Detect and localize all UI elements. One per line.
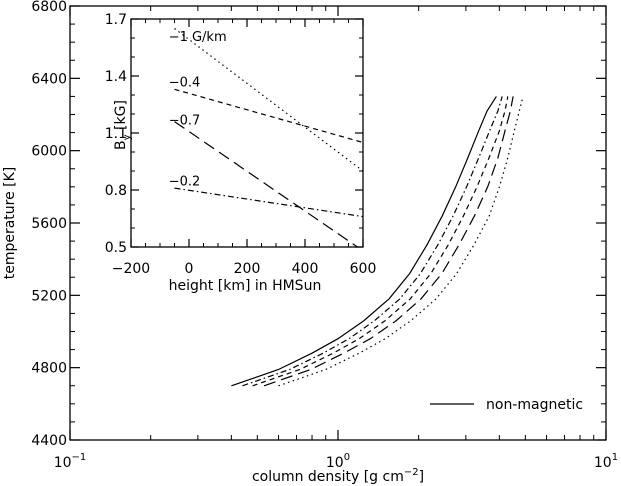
main-x-tick-label: 10−1 bbox=[54, 452, 87, 471]
inset-y-ticks: 0.5 0.8 1.1 1.4 1.7 bbox=[105, 12, 363, 256]
inset-series-group: −1 G/km −0.4 −0.7 −0.2 bbox=[169, 28, 363, 247]
main-x-tick-label: 100 bbox=[326, 452, 350, 471]
main-y-tick-label: 5200 bbox=[31, 288, 67, 304]
inset-plot: −200 0 200 400 600 0.5 0.8 1.1 1.4 1.7 −1 G/km −0… bbox=[105, 12, 377, 294]
main-x-axis-title-text: column density [g cm bbox=[252, 469, 404, 485]
inset-y-axis-title-main: B bbox=[113, 140, 129, 150]
main-x-tick-base: 10 bbox=[594, 455, 612, 471]
inset-x-tick-label: 0 bbox=[185, 261, 194, 277]
main-y-tick-label: 4800 bbox=[31, 361, 67, 377]
main-x-tick-exp: −1 bbox=[72, 452, 87, 463]
main-series-line-4 bbox=[278, 96, 524, 387]
inset-series-line-1 bbox=[174, 88, 363, 144]
main-x-tick-base: 10 bbox=[326, 455, 344, 471]
main-x-tick-label: 101 bbox=[594, 452, 618, 471]
main-x-axis-title-end: ] bbox=[419, 469, 424, 485]
inset-series-label-2: −0.7 bbox=[169, 114, 201, 129]
inset-y-axis-title-unit: [kG] bbox=[113, 100, 129, 134]
inset-y-axis-title: By [kG] bbox=[113, 100, 133, 150]
inset-series-line-2 bbox=[174, 121, 359, 247]
main-legend: non-magnetic bbox=[430, 397, 583, 413]
inset-x-tick-label: 400 bbox=[292, 261, 319, 277]
main-series-line-1 bbox=[242, 96, 503, 387]
inset-series-line-3 bbox=[174, 187, 363, 218]
inset-x-tick-label: 200 bbox=[234, 261, 261, 277]
main-y-tick-label: 4400 bbox=[31, 433, 67, 449]
main-x-axis-title-exp: −2 bbox=[404, 467, 419, 478]
inset-y-tick-label: 0.5 bbox=[105, 240, 127, 256]
inset-series-label-3: −0.2 bbox=[169, 175, 201, 190]
main-y-tick-label: 6400 bbox=[31, 71, 67, 87]
main-x-ticks: 10−1 100 101 bbox=[54, 6, 618, 471]
inset-x-tick-label: 600 bbox=[350, 261, 377, 277]
inset-y-tick-label: 1.4 bbox=[105, 69, 127, 85]
inset-series-label-0: −1 G/km bbox=[169, 30, 227, 45]
main-y-tick-label: 6000 bbox=[31, 144, 67, 160]
main-series-group bbox=[231, 96, 524, 387]
main-y-tick-label: 5600 bbox=[31, 216, 67, 232]
main-x-tick-exp: 0 bbox=[344, 452, 350, 463]
inset-series-label-1: −0.4 bbox=[169, 76, 201, 91]
inset-x-ticks: −200 0 200 400 600 bbox=[112, 19, 377, 277]
inset-y-tick-label: 0.8 bbox=[105, 183, 127, 199]
inset-background bbox=[131, 19, 363, 247]
main-series-line-3 bbox=[263, 96, 514, 387]
inset-y-tick-label: 1.7 bbox=[105, 12, 127, 28]
inset-x-tick-label: −200 bbox=[112, 261, 150, 277]
main-y-tick-label: 6800 bbox=[31, 0, 67, 15]
main-y-axis-title: temperature [K] bbox=[2, 167, 18, 280]
inset-y-tick-label: 1.1 bbox=[105, 126, 127, 142]
legend-label-non-magnetic: non-magnetic bbox=[486, 397, 583, 413]
main-x-tick-base: 10 bbox=[54, 455, 72, 471]
inset-x-axis-title: height [km] in HMSun bbox=[169, 278, 322, 294]
main-x-tick-exp: 1 bbox=[612, 452, 618, 463]
main-series-line-2 bbox=[252, 96, 509, 387]
inset-y-axis-title-sub: y bbox=[122, 134, 133, 140]
main-x-axis-title: column density [g cm−2] bbox=[252, 467, 424, 485]
main-series-line-0 bbox=[231, 96, 497, 387]
